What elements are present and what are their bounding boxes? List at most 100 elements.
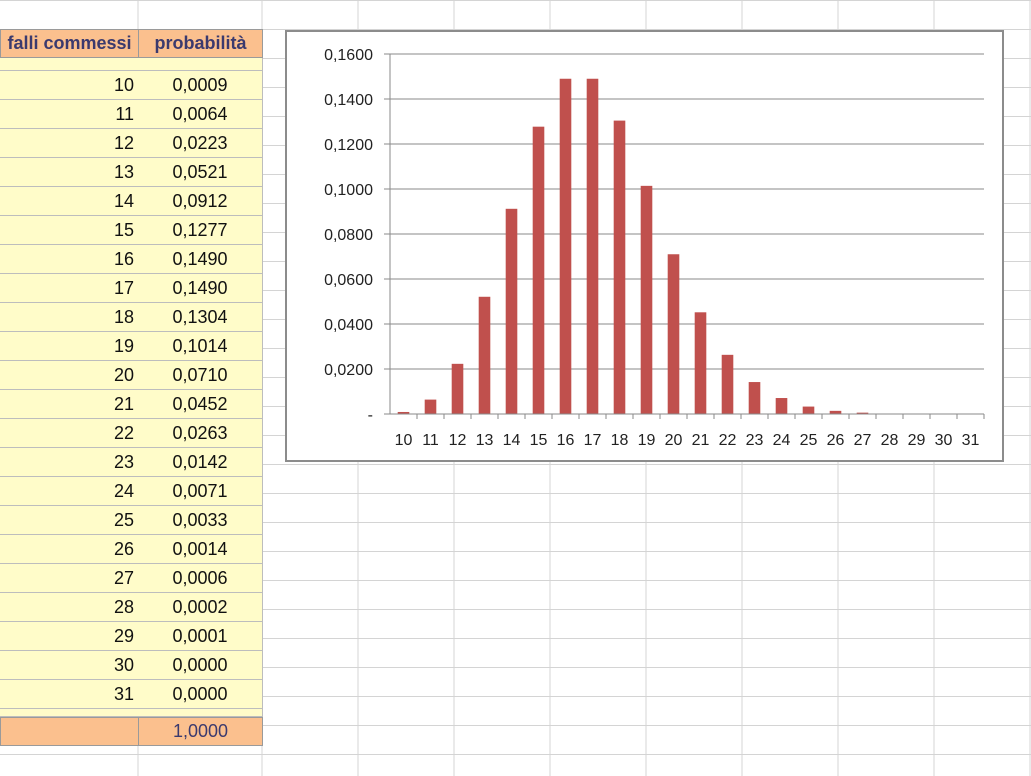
- y-tick-label: 0,0800: [324, 227, 373, 244]
- falli-commessi-cell[interactable]: 17: [0, 274, 139, 303]
- blank-cell[interactable]: [0, 58, 139, 71]
- x-tick-label: 24: [773, 432, 791, 449]
- y-tick-label: -: [368, 407, 373, 424]
- blank-cell[interactable]: [138, 709, 263, 717]
- bar: [559, 78, 572, 414]
- bar: [667, 254, 680, 414]
- probabilita-cell[interactable]: 0,1490: [138, 274, 263, 303]
- falli-commessi-cell[interactable]: 13: [0, 158, 139, 187]
- x-tick-label: 16: [557, 432, 575, 449]
- falli-commessi-cell[interactable]: 22: [0, 419, 139, 448]
- probabilita-cell[interactable]: 0,0710: [138, 361, 263, 390]
- x-tick-label: 29: [908, 432, 926, 449]
- x-tick-label: 28: [881, 432, 899, 449]
- falli-commessi-cell[interactable]: 31: [0, 680, 139, 709]
- probabilita-cell[interactable]: 0,0452: [138, 390, 263, 419]
- bar: [748, 382, 761, 414]
- x-tick-label: 25: [800, 432, 818, 449]
- y-tick-label: 0,0600: [324, 272, 373, 289]
- header-falli-commessi[interactable]: falli commessi: [0, 29, 139, 58]
- total-label-cell[interactable]: [0, 717, 139, 746]
- x-tick-label: 22: [719, 432, 737, 449]
- x-tick-label: 11: [422, 432, 439, 449]
- bar: [505, 208, 518, 414]
- falli-commessi-cell[interactable]: 30: [0, 651, 139, 680]
- x-tick-label: 18: [611, 432, 629, 449]
- bar: [613, 120, 626, 414]
- x-tick-label: 12: [449, 432, 467, 449]
- blank-cell[interactable]: [0, 709, 139, 717]
- probabilita-cell[interactable]: 0,0912: [138, 187, 263, 216]
- x-tick-label: 30: [935, 432, 953, 449]
- falli-commessi-cell[interactable]: 10: [0, 71, 139, 100]
- bar: [586, 78, 599, 414]
- bar: [532, 126, 545, 415]
- probabilita-cell[interactable]: 0,0263: [138, 419, 263, 448]
- bar: [640, 185, 653, 414]
- bar: [424, 399, 437, 414]
- falli-commessi-cell[interactable]: 21: [0, 390, 139, 419]
- probabilita-cell[interactable]: 0,0033: [138, 506, 263, 535]
- total-probability-cell[interactable]: 1,0000: [138, 717, 263, 746]
- bar: [802, 406, 815, 414]
- y-tick-label: 0,0400: [324, 317, 373, 334]
- bar: [478, 296, 491, 414]
- bar: [775, 398, 788, 414]
- probabilita-cell[interactable]: 0,0000: [138, 651, 263, 680]
- probabilita-cell[interactable]: 0,0521: [138, 158, 263, 187]
- falli-commessi-cell[interactable]: 20: [0, 361, 139, 390]
- x-tick-label: 26: [827, 432, 845, 449]
- x-tick-label: 19: [638, 432, 656, 449]
- x-tick-label: 23: [746, 432, 764, 449]
- bar: [397, 411, 410, 414]
- x-tick-label: 15: [530, 432, 548, 449]
- falli-commessi-cell[interactable]: 18: [0, 303, 139, 332]
- probabilita-cell[interactable]: 0,0071: [138, 477, 263, 506]
- bar: [694, 312, 707, 414]
- bar-chart[interactable]: - 0,0200 0,0400 0,0600 0,0800 0,1000 0,1200 0,1…: [285, 30, 1004, 462]
- probabilita-cell[interactable]: 0,0223: [138, 129, 263, 158]
- x-tick-label: 17: [584, 432, 602, 449]
- probabilita-cell[interactable]: 0,0064: [138, 100, 263, 129]
- bar: [721, 354, 734, 414]
- y-tick-label: 0,1600: [324, 47, 373, 64]
- falli-commessi-cell[interactable]: 24: [0, 477, 139, 506]
- falli-commessi-cell[interactable]: 15: [0, 216, 139, 245]
- probabilita-cell[interactable]: 0,0014: [138, 535, 263, 564]
- bar: [451, 363, 464, 414]
- y-tick-label: 0,1200: [324, 137, 373, 154]
- falli-commessi-cell[interactable]: 14: [0, 187, 139, 216]
- probabilita-cell[interactable]: 0,0142: [138, 448, 263, 477]
- falli-commessi-cell[interactable]: 26: [0, 535, 139, 564]
- probabilita-cell[interactable]: 0,0009: [138, 71, 263, 100]
- header-probabilita[interactable]: probabilità: [138, 29, 263, 58]
- falli-commessi-cell[interactable]: 29: [0, 622, 139, 651]
- falli-commessi-cell[interactable]: 16: [0, 245, 139, 274]
- x-tick-label: 21: [692, 432, 710, 449]
- probabilita-cell[interactable]: 0,0006: [138, 564, 263, 593]
- probabilita-cell[interactable]: 0,1490: [138, 245, 263, 274]
- falli-commessi-cell[interactable]: 11: [0, 100, 139, 129]
- x-tick-label: 13: [476, 432, 494, 449]
- probabilita-cell[interactable]: 0,0002: [138, 593, 263, 622]
- x-tick-label: 20: [665, 432, 683, 449]
- probabilita-cell[interactable]: 0,1277: [138, 216, 263, 245]
- falli-commessi-cell[interactable]: 27: [0, 564, 139, 593]
- probabilita-cell[interactable]: 0,0001: [138, 622, 263, 651]
- probabilita-cell[interactable]: 0,1304: [138, 303, 263, 332]
- probabilita-cell[interactable]: 0,1014: [138, 332, 263, 361]
- x-tick-label: 27: [854, 432, 872, 449]
- falli-commessi-cell[interactable]: 19: [0, 332, 139, 361]
- falli-commessi-cell[interactable]: 25: [0, 506, 139, 535]
- falli-commessi-cell[interactable]: 12: [0, 129, 139, 158]
- y-tick-label: 0,1400: [324, 92, 373, 109]
- falli-commessi-cell[interactable]: 23: [0, 448, 139, 477]
- bar: [856, 412, 869, 414]
- probabilita-cell[interactable]: 0,0000: [138, 680, 263, 709]
- falli-commessi-cell[interactable]: 28: [0, 593, 139, 622]
- y-tick-label: 0,1000: [324, 182, 373, 199]
- blank-cell[interactable]: [138, 58, 263, 71]
- x-tick-label: 14: [503, 432, 521, 449]
- y-tick-label: 0,0200: [324, 362, 373, 379]
- x-tick-label: 31: [962, 432, 980, 449]
